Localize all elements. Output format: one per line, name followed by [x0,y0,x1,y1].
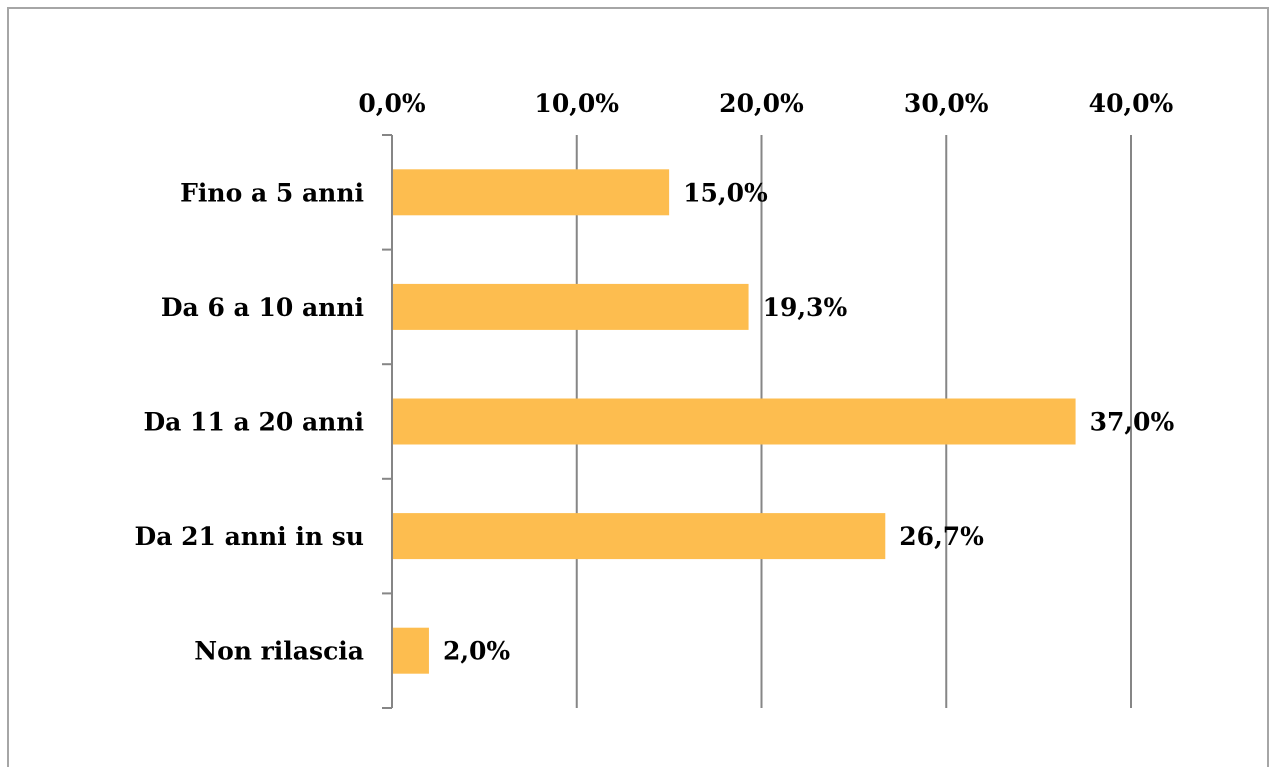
data-label: 26,7% [899,522,984,551]
bar [392,169,670,216]
labels: 0,0% 10,0% 20,0% 30,0% 40,0% Fino a 5 anni 15,… [135,89,1175,666]
bar [392,283,749,330]
x-tick-label: 40,0% [1089,89,1174,118]
data-label: 19,3% [763,293,848,322]
x-tick-label: 30,0% [904,89,989,118]
category-label: Da 21 anni in su [135,522,364,551]
bars [392,169,1076,674]
chart-frame [7,7,1269,767]
bar [392,398,1076,445]
category-label: Non rilascia [194,637,364,666]
x-tick-label: 10,0% [534,89,619,118]
category-label: Da 11 a 20 anni [143,408,364,437]
bar [392,513,886,560]
category-label: Da 6 a 10 anni [161,293,364,322]
category-axis [382,134,393,709]
x-tick-label: 0,0% [358,89,425,118]
x-tick-label: 20,0% [719,89,804,118]
data-label: 37,0% [1090,408,1175,437]
data-label: 2,0% [443,637,510,666]
data-label: 15,0% [683,178,768,207]
bar [392,627,429,674]
category-label: Fino a 5 anni [180,178,364,207]
